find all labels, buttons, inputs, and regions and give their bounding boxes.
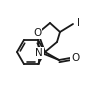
Text: I: I [77,18,80,28]
Text: O: O [33,28,41,38]
Text: N: N [35,48,43,58]
Text: O: O [71,53,79,63]
